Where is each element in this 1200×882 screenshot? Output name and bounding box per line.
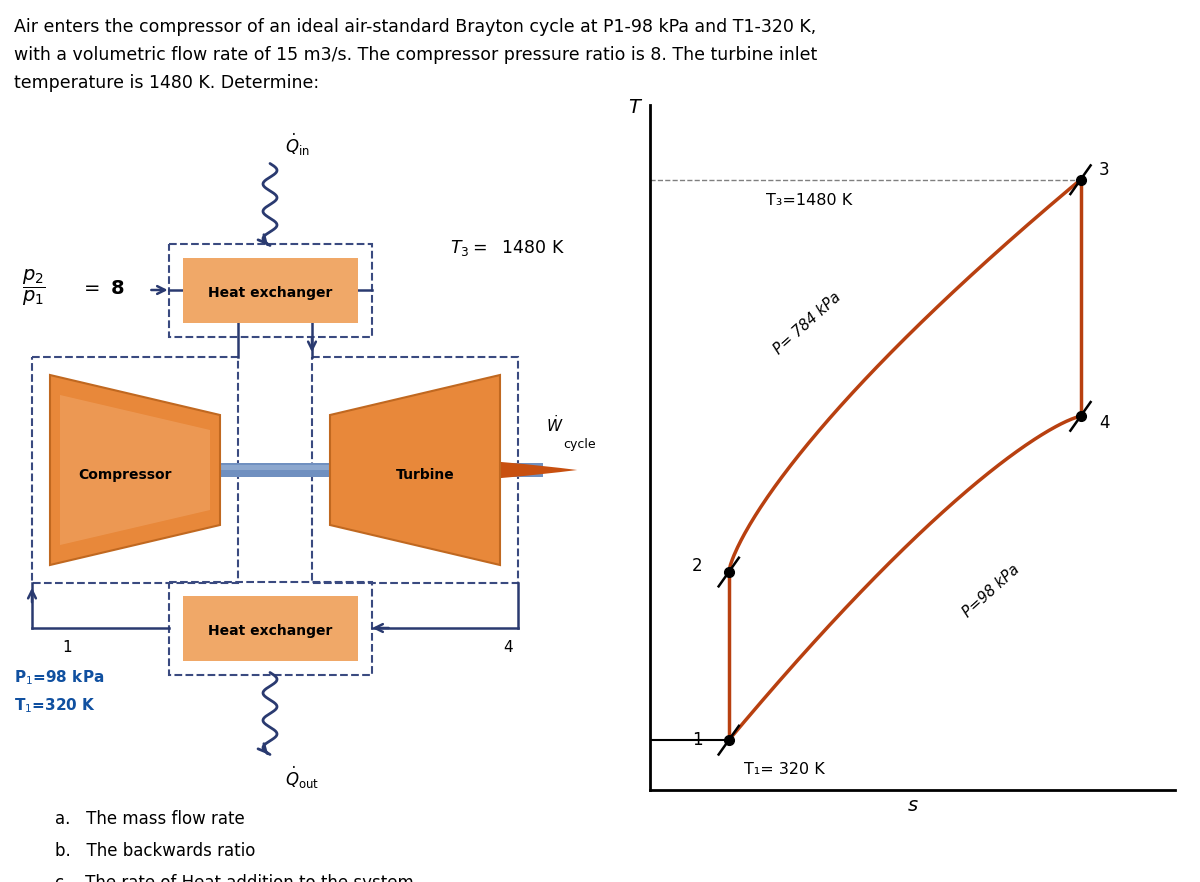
Text: c.   The rate of Heat addition to the system: c. The rate of Heat addition to the syst… xyxy=(55,874,414,882)
Text: b.   The backwards ratio: b. The backwards ratio xyxy=(55,842,256,860)
Text: P=98 kPa: P=98 kPa xyxy=(960,562,1022,620)
Polygon shape xyxy=(60,395,210,545)
Text: 3: 3 xyxy=(318,302,328,317)
Text: 1: 1 xyxy=(62,640,72,655)
Text: 2: 2 xyxy=(692,557,702,575)
X-axis label: s: s xyxy=(907,796,918,815)
Bar xyxy=(220,463,330,477)
Text: 3: 3 xyxy=(1099,161,1110,179)
Text: cycle: cycle xyxy=(563,438,595,451)
Bar xyxy=(508,463,542,477)
Text: 4: 4 xyxy=(1099,414,1109,431)
Text: $= \ \mathbf{8}$: $= \ \mathbf{8}$ xyxy=(80,279,125,297)
Text: $\dot{Q}_\mathrm{in}$: $\dot{Q}_\mathrm{in}$ xyxy=(286,132,310,159)
Bar xyxy=(168,581,372,675)
Text: $T_3 = \ \ $1480 K: $T_3 = \ \ $1480 K xyxy=(450,238,565,258)
Bar xyxy=(220,465,330,470)
Text: Air enters the compressor of an ideal air-standard Brayton cycle at P1-98 kPa an: Air enters the compressor of an ideal ai… xyxy=(14,18,816,36)
Text: with a volumetric flow rate of 15 m3/s. The compressor pressure ratio is 8. The : with a volumetric flow rate of 15 m3/s. … xyxy=(14,46,817,64)
Text: P= 784 kPa: P= 784 kPa xyxy=(772,289,844,357)
Bar xyxy=(32,357,238,583)
Polygon shape xyxy=(50,375,220,565)
Bar xyxy=(312,357,518,583)
Bar xyxy=(182,258,358,323)
Text: Compressor: Compressor xyxy=(78,468,172,482)
Text: Turbine: Turbine xyxy=(396,468,455,482)
Text: 1: 1 xyxy=(692,731,702,749)
Text: T₃=1480 K: T₃=1480 K xyxy=(766,192,852,207)
Text: 4: 4 xyxy=(503,640,514,655)
Text: a.   The mass flow rate: a. The mass flow rate xyxy=(55,810,245,828)
Text: temperature is 1480 K. Determine:: temperature is 1480 K. Determine: xyxy=(14,74,319,92)
Bar xyxy=(168,243,372,337)
Text: T₁= 320 K: T₁= 320 K xyxy=(744,762,826,777)
Text: Heat exchanger: Heat exchanger xyxy=(208,624,332,638)
Text: 2: 2 xyxy=(240,302,250,317)
Polygon shape xyxy=(330,375,500,565)
Text: $\dfrac{p_2}{p_1}$: $\dfrac{p_2}{p_1}$ xyxy=(22,268,46,308)
Bar xyxy=(182,595,358,661)
Text: P$_1$=98 kPa: P$_1$=98 kPa xyxy=(14,668,104,687)
Text: T: T xyxy=(629,99,640,117)
Text: $\dot{W}$: $\dot{W}$ xyxy=(546,414,564,435)
Text: $\dot{Q}_\mathrm{out}$: $\dot{Q}_\mathrm{out}$ xyxy=(286,765,319,790)
Text: T$_1$=320 K: T$_1$=320 K xyxy=(14,696,96,714)
Text: Heat exchanger: Heat exchanger xyxy=(208,286,332,300)
